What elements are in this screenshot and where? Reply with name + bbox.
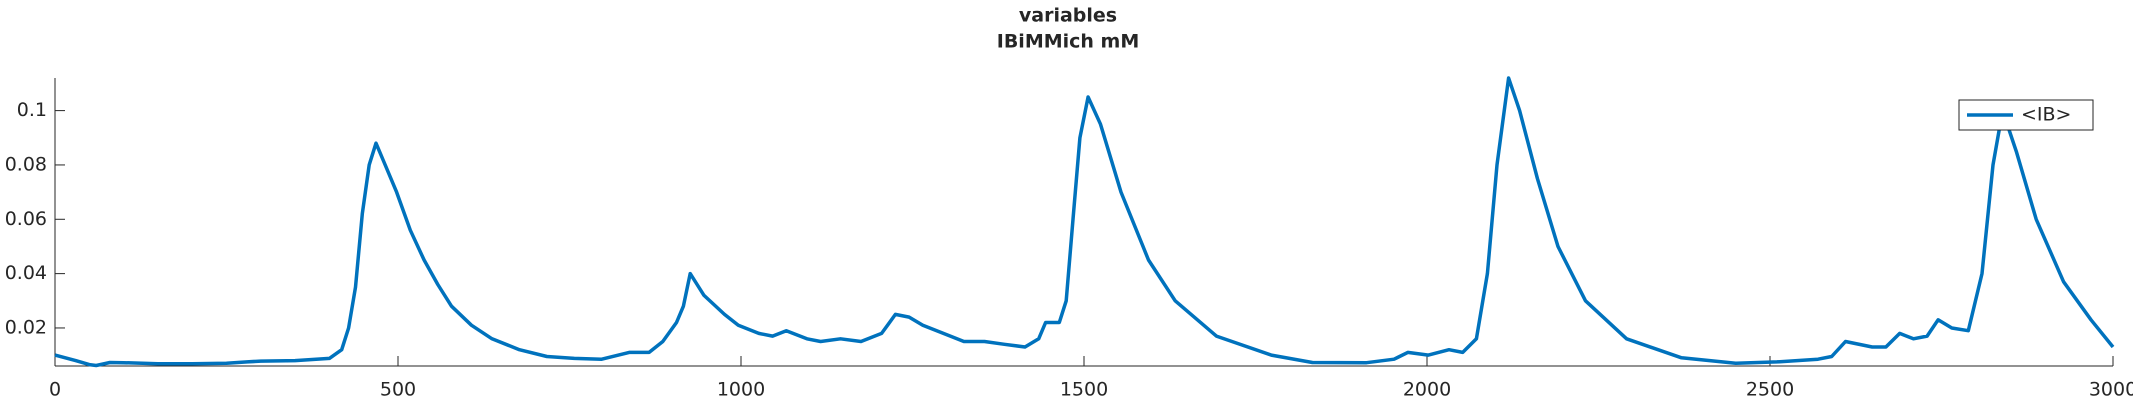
x-tick-label: 0 [49, 379, 61, 400]
x-tick-label: 1000 [717, 379, 765, 400]
x-tick-label: 2000 [1403, 379, 1451, 400]
x-tick-label: 2500 [1746, 379, 1794, 400]
y-tick-label: 0.1 [17, 99, 47, 121]
x-tick-label: 3000 [2089, 379, 2133, 400]
x-tick-label: 500 [380, 379, 416, 400]
y-tick-label: 0.06 [5, 208, 47, 230]
chart-title: variables [1019, 5, 1117, 27]
y-tick-label: 0.02 [5, 316, 47, 338]
y-tick-label: 0.08 [5, 153, 47, 175]
line-series [54, 76, 2115, 368]
x-tick-label: 1500 [1060, 379, 1108, 400]
chart-subtitle: IBiMMich mM [997, 31, 1140, 53]
y-tick-label: 0.04 [5, 262, 47, 284]
legend-label: <IB> [2021, 104, 2071, 126]
